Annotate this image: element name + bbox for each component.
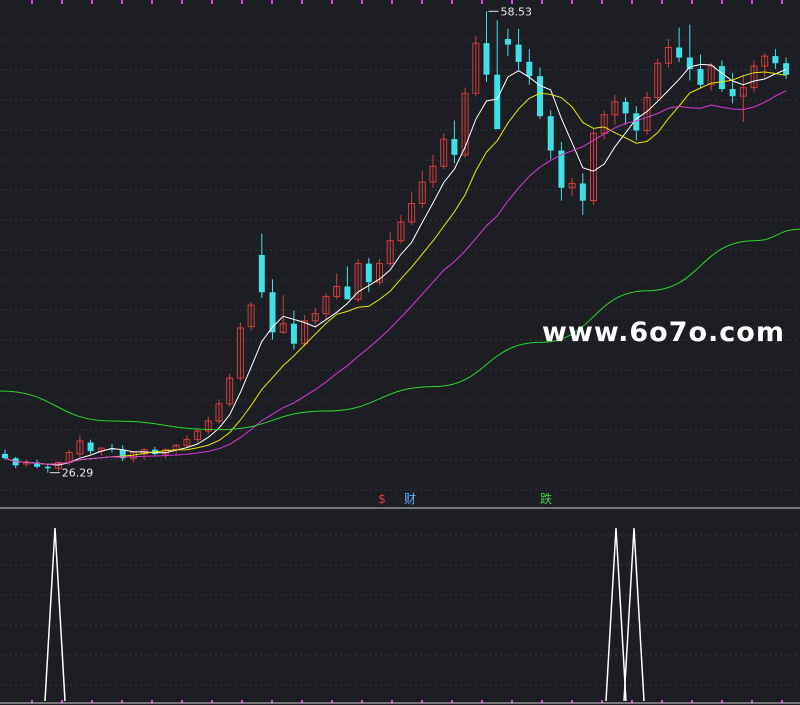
candle-body-down <box>697 68 704 85</box>
watermark-text: www.6o7o.com <box>542 317 785 348</box>
candlesticks <box>2 11 790 473</box>
candle-body-up <box>322 296 330 315</box>
candle-body-up <box>76 440 84 455</box>
candle-body-up <box>311 313 319 322</box>
candle-body-up <box>707 65 715 86</box>
annotation-label: 26.29 <box>62 467 94 480</box>
candle-body-up <box>55 462 62 469</box>
candle-body-up <box>429 165 437 183</box>
candle-body-down <box>87 442 94 452</box>
candle-body-down <box>483 43 490 75</box>
candle-body-up <box>354 263 362 300</box>
signal-marker: $ <box>378 492 386 506</box>
candle-body-down <box>258 255 265 293</box>
moving-averages <box>0 63 800 466</box>
candle-body-up <box>215 403 223 422</box>
candle-body-up <box>418 181 426 204</box>
ma-long-line <box>0 228 800 431</box>
candle-body-down <box>119 449 126 459</box>
candle-body-down <box>344 286 351 300</box>
candle-body-down <box>504 38 511 45</box>
candle-body-up <box>761 55 769 67</box>
signal-spike <box>605 527 627 702</box>
candle-body-down <box>686 57 693 69</box>
candle-body-up <box>408 202 416 223</box>
candle-body-up <box>739 87 747 97</box>
candle-body-down <box>547 116 554 151</box>
candle-body-down <box>783 63 790 75</box>
candle-body-up <box>247 304 255 328</box>
candle-body-up <box>333 286 341 298</box>
signal-indicator <box>44 527 645 702</box>
candle-body-up <box>750 65 758 89</box>
candle-body-down <box>558 150 565 188</box>
ma10-line <box>4 71 787 465</box>
candle-body-down <box>537 76 543 117</box>
annotation-label: 58.53 <box>501 5 533 18</box>
candle-body-down <box>676 47 683 58</box>
candle-body-down <box>579 183 586 201</box>
candle-body-up <box>226 377 234 405</box>
candle-body-up <box>279 323 287 333</box>
ma5-line <box>4 63 787 466</box>
candle-body-up <box>236 327 244 379</box>
candle-body-up <box>301 320 309 345</box>
candle-body-up <box>397 221 405 242</box>
ma20-line <box>4 90 787 465</box>
candle-body-down <box>269 292 276 333</box>
candle-body-down <box>729 89 736 97</box>
candle-body-up <box>376 263 383 283</box>
candle-body-down <box>365 263 372 283</box>
candle-body-up <box>590 132 597 202</box>
candle-body-up <box>568 182 576 189</box>
candle-body-down <box>494 74 501 130</box>
candle-body-up <box>664 47 672 64</box>
candle-body-down <box>633 113 640 131</box>
candle-body-down <box>451 139 458 155</box>
candle-body-up <box>611 101 619 116</box>
candle-body-down <box>622 101 629 114</box>
candle-body-down <box>44 466 51 469</box>
candle-body-up <box>440 138 448 167</box>
price-annotations: 58.53 26.29 <box>49 5 533 480</box>
candle-body-down <box>290 323 297 344</box>
candle-body-down <box>515 44 522 62</box>
signal-markers: $ 财 跌 <box>378 491 552 506</box>
candle-body-down <box>2 453 8 459</box>
candle-body-up <box>472 42 480 94</box>
candle-body-up <box>386 240 394 265</box>
candle-body-up <box>461 92 469 156</box>
signal-marker: 财 <box>404 492 416 506</box>
candle-body-up <box>654 62 662 99</box>
signal-spike <box>44 527 66 702</box>
candle-body-up <box>204 420 212 432</box>
candle-body-down <box>34 462 41 467</box>
candle-body-up <box>183 439 191 446</box>
candle-body-up <box>194 430 202 441</box>
signal-spike <box>623 527 645 702</box>
candle-body-down <box>718 66 725 90</box>
signal-marker: 跌 <box>540 491 552 506</box>
candle-body-down <box>772 56 779 64</box>
candle-body-down <box>526 61 533 77</box>
